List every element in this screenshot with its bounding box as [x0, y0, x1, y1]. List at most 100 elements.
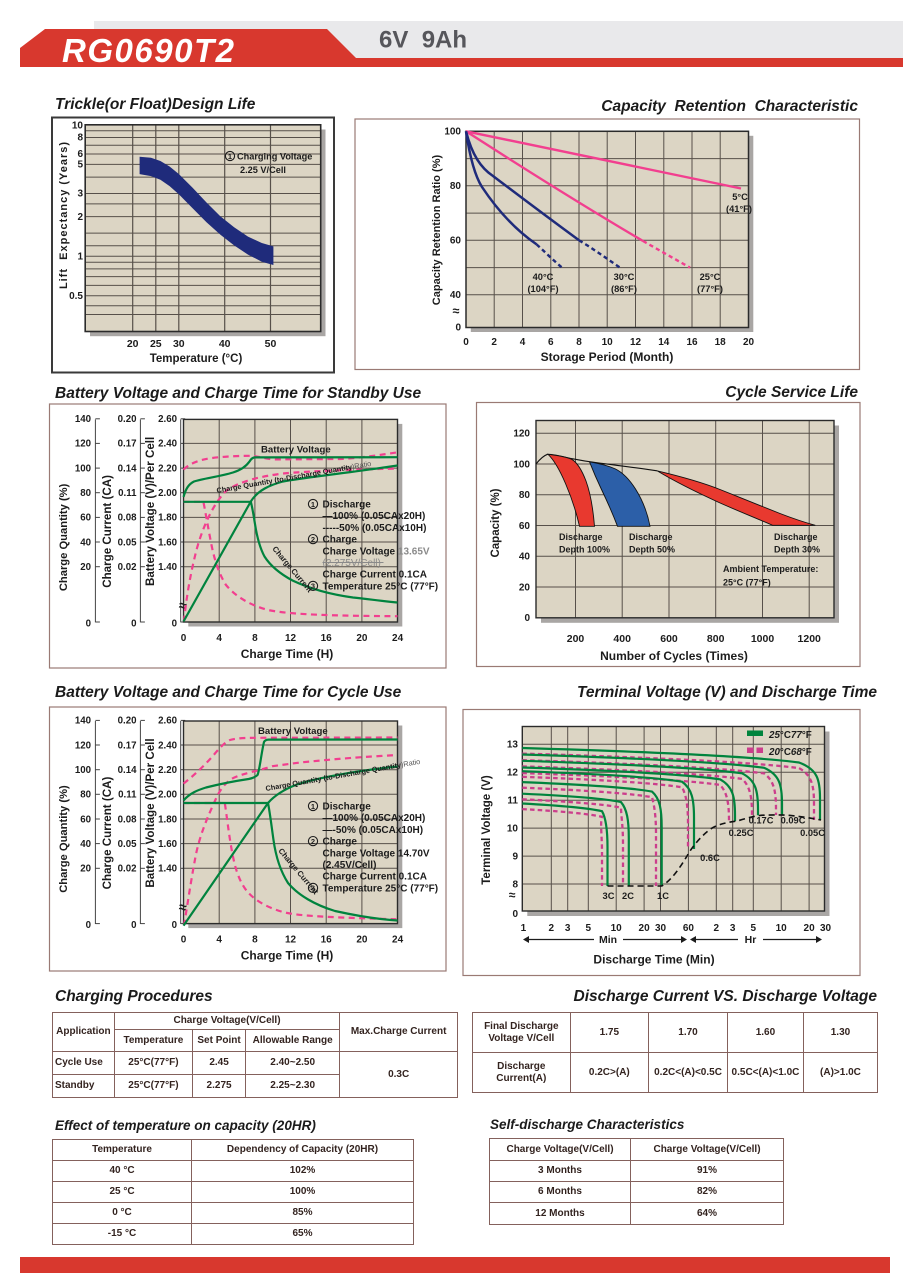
svg-text:0: 0 [524, 613, 530, 624]
svg-text:2: 2 [549, 923, 555, 934]
svg-text:Charge Voltage 14.70V: Charge Voltage 14.70V [323, 848, 430, 859]
svg-text:80: 80 [519, 490, 531, 501]
svg-text:3: 3 [565, 923, 571, 934]
svg-text:800: 800 [707, 633, 725, 645]
svg-text:18: 18 [715, 337, 727, 348]
svg-text:0: 0 [455, 323, 461, 334]
svg-text:Min: Min [599, 934, 617, 946]
svg-text:0: 0 [181, 935, 187, 946]
svg-text:120: 120 [75, 439, 91, 450]
svg-text:Discharge Time (Min): Discharge Time (Min) [593, 953, 714, 967]
svg-text:600: 600 [660, 633, 678, 645]
svg-text:400: 400 [613, 633, 631, 645]
svg-text:—100% (0.05CAx20H): —100% (0.05CAx20H) [323, 511, 426, 522]
svg-text:5: 5 [77, 160, 83, 171]
svg-text:30°C: 30°C [614, 272, 635, 282]
svg-text:Charge: Charge [323, 535, 358, 546]
svg-text:Capacity Retention Ratio (%): Capacity Retention Ratio (%) [431, 154, 443, 305]
svg-text:Capacity (%): Capacity (%) [490, 488, 502, 557]
svg-text:2: 2 [491, 337, 497, 348]
svg-text:30: 30 [820, 923, 832, 934]
svg-text:RG0690T2: RG0690T2 [62, 32, 235, 69]
svg-text:Depth 100%: Depth 100% [559, 545, 610, 555]
svg-text:120: 120 [513, 429, 530, 440]
svg-text:4: 4 [520, 337, 526, 348]
svg-text:1: 1 [77, 251, 83, 262]
svg-text:Storage Period (Month): Storage Period (Month) [541, 350, 674, 364]
svg-text:Discharge: Discharge [559, 532, 603, 542]
svg-text:0.5: 0.5 [69, 291, 83, 302]
svg-text:-----50% (0.05CAx10H): -----50% (0.05CAx10H) [323, 523, 427, 534]
svg-text:0.17: 0.17 [118, 439, 137, 450]
svg-text:0: 0 [172, 920, 177, 931]
svg-text:80: 80 [450, 181, 462, 192]
svg-text:Discharge: Discharge [629, 532, 673, 542]
svg-text:30: 30 [655, 923, 667, 934]
svg-text:Charge Time (H): Charge Time (H) [241, 647, 333, 661]
svg-text:2C: 2C [622, 891, 634, 901]
svg-text:0.25C: 0.25C [729, 828, 754, 838]
svg-text:100: 100 [513, 459, 530, 470]
svg-text:Lift Expectancy (Years): Lift Expectancy (Years) [58, 141, 70, 289]
svg-text:(2.275V/Cell): (2.275V/Cell) [323, 558, 381, 569]
svg-text:140: 140 [75, 414, 91, 425]
svg-text:≈: ≈ [453, 304, 460, 318]
svg-text:1C: 1C [657, 891, 669, 901]
svg-text:0: 0 [181, 633, 187, 644]
svg-text:(86°F): (86°F) [611, 284, 637, 294]
svg-text:16: 16 [321, 935, 333, 946]
svg-text:20: 20 [127, 338, 139, 350]
svg-text:2.60: 2.60 [158, 716, 177, 727]
svg-text:16: 16 [686, 337, 698, 348]
svg-text:2: 2 [77, 212, 83, 223]
svg-text:5°C: 5°C [732, 192, 748, 202]
svg-text:0: 0 [512, 909, 518, 920]
svg-text:25: 25 [150, 338, 162, 350]
svg-text:6: 6 [77, 149, 83, 160]
svg-text:0.17: 0.17 [118, 740, 137, 751]
svg-text:8: 8 [512, 879, 518, 890]
svg-text:1: 1 [521, 923, 527, 934]
svg-text:Charging Voltage: Charging Voltage [237, 152, 312, 162]
svg-text:0: 0 [131, 619, 136, 630]
svg-text:4: 4 [216, 633, 222, 644]
svg-text:4: 4 [216, 935, 222, 946]
svg-text:25°C77°F: 25°C77°F [768, 730, 812, 741]
svg-text:Ambient Temperature:: Ambient Temperature: [723, 564, 818, 574]
svg-text:0: 0 [86, 920, 91, 931]
svg-text:Charge Current 0.1CA: Charge Current 0.1CA [323, 872, 427, 883]
svg-text:Hr: Hr [745, 934, 757, 946]
svg-text:3: 3 [77, 189, 83, 200]
svg-text:0.05: 0.05 [118, 537, 137, 548]
svg-text:0: 0 [86, 619, 91, 630]
svg-text:6V 9Ah: 6V 9Ah [379, 27, 467, 54]
svg-text:11: 11 [507, 796, 518, 807]
svg-text:≈: ≈ [509, 888, 516, 902]
svg-text:1.40: 1.40 [158, 864, 177, 875]
svg-text:0.09C: 0.09C [781, 816, 806, 826]
svg-text:1.40: 1.40 [158, 562, 177, 573]
svg-text:Temperature 25°C (77°F): Temperature 25°C (77°F) [323, 883, 439, 894]
svg-text:24: 24 [392, 935, 404, 946]
svg-text:20: 20 [356, 935, 368, 946]
svg-text:24: 24 [392, 633, 404, 644]
svg-text:Charge Current (CA): Charge Current (CA) [101, 475, 114, 588]
svg-text:2.00: 2.00 [158, 790, 177, 801]
svg-text:0.05C: 0.05C [800, 828, 825, 838]
svg-text:Charge Time (H): Charge Time (H) [241, 949, 333, 963]
svg-text:10: 10 [776, 923, 788, 934]
svg-text:3C: 3C [603, 891, 615, 901]
svg-text:2: 2 [311, 535, 315, 544]
svg-text:8: 8 [576, 337, 582, 348]
svg-text:20: 20 [639, 923, 651, 934]
svg-text:20: 20 [80, 562, 91, 573]
svg-text:1: 1 [228, 152, 232, 161]
svg-text:1200: 1200 [798, 633, 822, 645]
svg-text:60: 60 [80, 814, 91, 825]
svg-text:Battery Voltage: Battery Voltage [258, 726, 328, 737]
svg-text:0.11: 0.11 [118, 488, 137, 499]
svg-text:40: 40 [519, 552, 531, 563]
svg-text:9: 9 [512, 851, 518, 862]
svg-text:2.20: 2.20 [158, 463, 177, 474]
svg-text:60: 60 [80, 513, 91, 524]
